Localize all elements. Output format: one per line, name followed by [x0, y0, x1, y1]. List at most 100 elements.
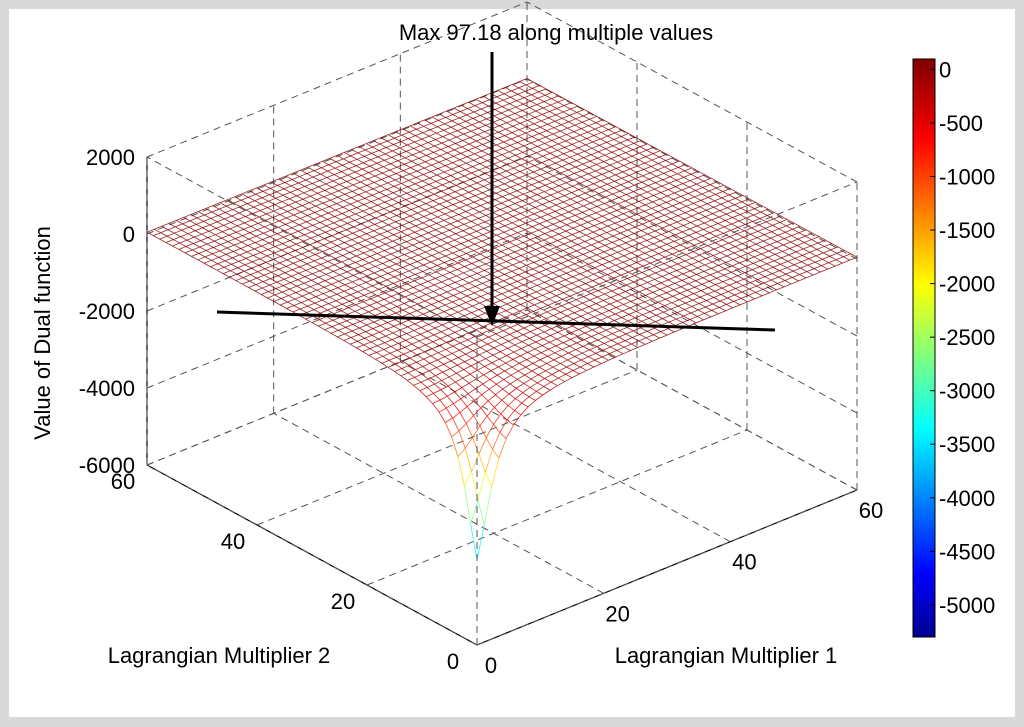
mesh-line [582, 163, 590, 168]
mesh-line [636, 262, 644, 267]
mesh-line [682, 273, 690, 278]
mesh-line [765, 266, 774, 271]
mesh-line [270, 278, 277, 283]
mesh-line [301, 253, 309, 258]
mesh-line [520, 213, 527, 218]
mesh-line [722, 191, 730, 196]
mesh-line [398, 339, 406, 344]
mesh-line [496, 277, 504, 282]
mesh-line [786, 264, 795, 269]
mesh-line [451, 430, 460, 437]
mesh-line [641, 317, 650, 322]
mesh-line [620, 139, 628, 144]
mesh-line [689, 177, 698, 182]
mesh-line [572, 134, 581, 139]
mesh-line [594, 267, 602, 272]
mesh-line [558, 272, 567, 277]
mesh-line [605, 193, 613, 198]
mesh-line [348, 304, 356, 309]
mesh-line [372, 194, 379, 200]
wall-grid-z [146, 1, 528, 158]
mesh-line [599, 142, 607, 146]
mesh-line [698, 212, 706, 217]
mesh-line [363, 252, 371, 257]
mesh-line [645, 243, 654, 248]
mesh-line [273, 298, 282, 302]
mesh-line [772, 266, 780, 272]
mesh-line [587, 173, 595, 178]
mesh-line [533, 210, 542, 215]
mesh-line [253, 255, 260, 260]
mesh-line [324, 238, 332, 243]
mesh-line [694, 235, 703, 240]
mesh-line [553, 220, 561, 225]
mesh-line [676, 218, 685, 223]
mesh-line [359, 278, 367, 283]
mesh-line [267, 249, 275, 254]
mesh-line [679, 292, 687, 298]
mesh-line [515, 154, 522, 160]
mesh-line [634, 226, 642, 231]
mesh-line [225, 254, 233, 259]
mesh-line [527, 400, 536, 408]
mesh-line [640, 188, 648, 193]
mesh-line [774, 251, 783, 255]
mesh-line [391, 247, 399, 252]
mesh-line [483, 370, 492, 376]
mesh-line [581, 309, 589, 314]
mesh-line [634, 136, 642, 141]
mesh-line [532, 363, 540, 368]
mesh-line [687, 238, 696, 243]
mesh-line [365, 239, 372, 244]
mesh-line [262, 239, 270, 244]
mesh-line [618, 197, 626, 202]
mesh-line [423, 125, 431, 131]
mesh-line [519, 171, 527, 176]
mesh-line [512, 359, 520, 364]
mesh-line [803, 245, 811, 250]
mesh-line [696, 274, 704, 279]
mesh-line [693, 293, 701, 298]
mesh-line [371, 334, 379, 340]
mesh-line [395, 309, 404, 314]
mesh-line [599, 186, 607, 191]
mesh-line [400, 228, 409, 233]
mesh-line [465, 299, 474, 303]
mesh-line [648, 178, 656, 184]
mesh-line [565, 370, 574, 375]
mesh-line [492, 449, 500, 459]
mesh-line [585, 280, 593, 285]
mesh-line [494, 293, 502, 298]
mesh-line [615, 261, 624, 266]
mesh-line [318, 273, 327, 278]
mesh-line [695, 229, 704, 233]
mesh-line [576, 342, 584, 347]
mesh-line [347, 220, 355, 224]
mesh-line [455, 282, 462, 287]
mesh-line [631, 291, 640, 296]
mesh-line [542, 291, 551, 296]
mesh-line [616, 206, 625, 211]
mesh-line [334, 303, 343, 308]
mesh-line [475, 234, 484, 239]
mesh-line [437, 304, 446, 309]
mesh-line [540, 304, 549, 309]
mesh-line [573, 131, 581, 136]
mesh-line [257, 223, 265, 228]
mesh-line [548, 117, 556, 122]
mesh-line [732, 265, 739, 270]
mesh-line [214, 240, 221, 245]
mesh-line [499, 257, 507, 262]
mesh-line [656, 314, 663, 320]
mesh-line [778, 273, 786, 278]
mesh-line [798, 229, 807, 234]
mesh-line [535, 246, 544, 250]
mesh-line [216, 266, 225, 271]
mesh-line [294, 256, 301, 261]
mesh-line [610, 297, 618, 302]
mesh-line [432, 248, 440, 253]
mesh-line [754, 250, 762, 255]
mesh-line [489, 329, 497, 335]
mesh-line [712, 258, 720, 263]
mesh-line [508, 393, 516, 399]
